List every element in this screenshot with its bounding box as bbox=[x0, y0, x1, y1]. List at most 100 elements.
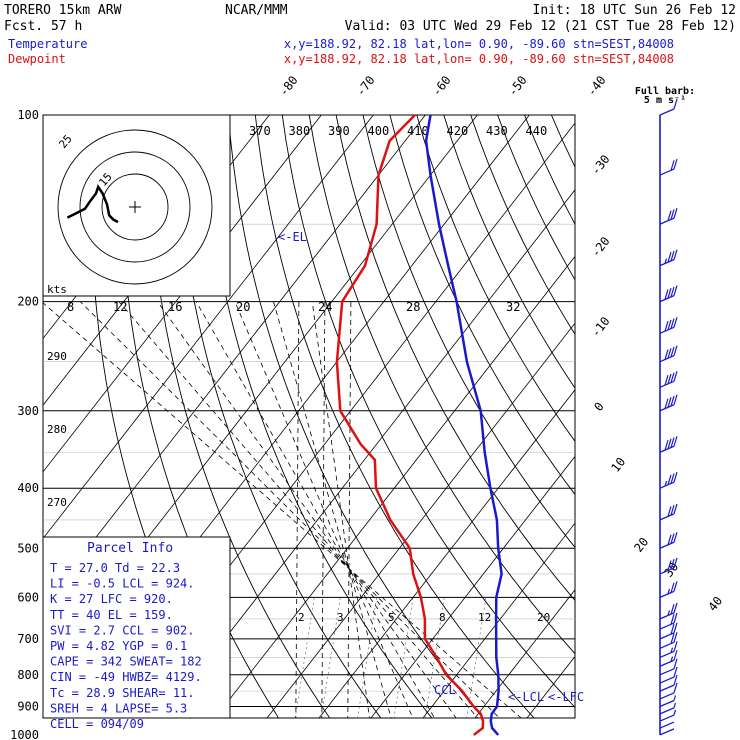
dry-adiabat bbox=[254, 115, 535, 718]
theta-label: 270 bbox=[47, 496, 67, 509]
moist-adiabat bbox=[311, 301, 370, 718]
pressure-tick-label: 400 bbox=[17, 481, 39, 495]
isotherm bbox=[43, 115, 374, 540]
legend-dewpoint: Dewpoint bbox=[8, 52, 66, 66]
wind-barb bbox=[659, 285, 678, 303]
moist-adiabat bbox=[273, 301, 392, 718]
wind-speed-label: 24 bbox=[318, 300, 332, 314]
wind-barb bbox=[659, 207, 678, 225]
mixing-ratio-line bbox=[466, 597, 487, 718]
theta-e-label: 390 bbox=[328, 124, 350, 138]
pressure-tick-label: 500 bbox=[17, 541, 39, 555]
hodograph-box bbox=[42, 114, 231, 297]
wind-speed-label: 32 bbox=[506, 300, 520, 314]
parcel-row: LI = -0.5 LCL = 924. bbox=[50, 577, 195, 591]
wind-speed-label: 12 bbox=[113, 300, 127, 314]
theta-e-label: 370 bbox=[249, 124, 271, 138]
wind-barb bbox=[659, 658, 678, 676]
wind-barb bbox=[659, 721, 675, 729]
theta-label: 280 bbox=[47, 423, 67, 436]
model-title: TORERO 15km ARW bbox=[4, 3, 122, 18]
theta-e-label: 420 bbox=[447, 124, 469, 138]
theta-e-label: 380 bbox=[289, 124, 311, 138]
temperature-location: x,y=188.92, 82.18 lat,lon= 0.90, -89.60 … bbox=[284, 37, 674, 51]
parcel-title: Parcel Info bbox=[87, 541, 173, 556]
parcel-row: K = 27 LFC = 920. bbox=[50, 592, 173, 606]
wind-barb bbox=[659, 249, 678, 267]
isotherm-label: 40 bbox=[705, 594, 725, 614]
isotherm-label: 10 bbox=[608, 455, 628, 475]
moist-adiabat bbox=[195, 301, 435, 718]
dry-adiabat bbox=[308, 115, 575, 655]
theta-e-label: 430 bbox=[486, 124, 508, 138]
wind-barbs bbox=[659, 98, 678, 736]
valid-time: Valid: 03 UTC Wed 29 Feb 12 (21 CST Tue … bbox=[345, 19, 736, 34]
wind-barb bbox=[659, 612, 678, 630]
pressure-tick-label: 900 bbox=[17, 700, 39, 714]
moist-adiabat bbox=[79, 301, 500, 718]
isotherm-label: -50 bbox=[505, 73, 529, 99]
wind-barb bbox=[659, 632, 678, 649]
wind-barb bbox=[659, 503, 678, 521]
mixing-ratio-line bbox=[294, 597, 315, 718]
wind-barb bbox=[659, 650, 678, 667]
wind-speed-label: 16 bbox=[168, 300, 182, 314]
dewpoint-line bbox=[335, 114, 485, 736]
parcel-row: CAPE = 342 SWEAT= 182 bbox=[50, 655, 202, 669]
moist-adiabat bbox=[347, 301, 352, 718]
mixing-ratio-line bbox=[320, 597, 341, 718]
full-barb-value: 5 m s⁻¹ bbox=[644, 95, 686, 106]
mixing-ratio-line bbox=[424, 597, 445, 718]
isotherm bbox=[422, 522, 575, 718]
mixing-ratio-line bbox=[357, 597, 378, 718]
isotherm bbox=[214, 255, 575, 718]
pressure-tick-label: 300 bbox=[17, 404, 39, 418]
forecast-hour: Fcst. 57 h bbox=[4, 19, 82, 34]
pressure-tick-label: 600 bbox=[17, 590, 39, 604]
wind-barb bbox=[659, 695, 677, 708]
isotherm-label: -30 bbox=[588, 152, 612, 178]
mixing-ratio-line bbox=[393, 597, 414, 718]
dry-adiabat bbox=[524, 115, 575, 226]
wind-barb bbox=[659, 728, 675, 736]
wind-barb bbox=[659, 602, 678, 620]
isotherm bbox=[526, 655, 575, 718]
temperature-line bbox=[424, 114, 503, 736]
wind-barb bbox=[659, 472, 678, 489]
wind-speed-label: 28 bbox=[406, 300, 420, 314]
pressure-tick-label: 1000 bbox=[10, 728, 39, 740]
el-marker: <-EL bbox=[278, 230, 307, 244]
parcel-row: SREH = 4 LAPSE= 5.3 bbox=[50, 701, 187, 715]
isotherm-label: -70 bbox=[353, 73, 377, 99]
isotherm-label: 0 bbox=[591, 400, 606, 414]
parcel-row: Tc = 28.9 SHEAR= 11. bbox=[50, 686, 195, 700]
dry-adiabat bbox=[201, 115, 433, 718]
moist-adiabat bbox=[157, 301, 457, 718]
isotherm-label: -40 bbox=[584, 73, 608, 99]
theta-label: 290 bbox=[47, 350, 67, 363]
hodo-ring bbox=[57, 129, 213, 285]
dry-adiabat bbox=[659, 115, 740, 740]
dry-adiabat bbox=[497, 115, 575, 281]
source-label: NCAR/MMM bbox=[225, 3, 288, 18]
parcel-info-panel: Parcel Info T = 27.0 Td = 22.3 LI = -0.5 … bbox=[42, 536, 231, 731]
parcel-row: PW = 4.82 YGP = 0.1 bbox=[50, 639, 187, 653]
lfc-marker: <-LFC bbox=[548, 690, 584, 704]
mixing-ratio-label: 12 bbox=[478, 611, 491, 624]
theta-e-label: 440 bbox=[526, 124, 548, 138]
wind-barb bbox=[659, 371, 678, 388]
isotherm bbox=[370, 455, 575, 718]
wind-barb bbox=[659, 394, 678, 412]
init-time: Init: 18 UTC Sun 26 Feb 12 bbox=[533, 3, 737, 18]
mixing-ratio-label: 20 bbox=[537, 611, 550, 624]
dry-adiabat bbox=[713, 115, 740, 740]
wind-barb bbox=[659, 641, 678, 659]
ccl-marker: CCL bbox=[434, 683, 456, 697]
wind-speed-label: 8 bbox=[67, 300, 74, 314]
parcel-row: CIN = -49 HWBZ= 4129. bbox=[50, 670, 202, 684]
dry-adiabat bbox=[632, 115, 740, 740]
pressure-tick-label: 700 bbox=[17, 632, 39, 646]
wind-barb bbox=[659, 666, 678, 684]
